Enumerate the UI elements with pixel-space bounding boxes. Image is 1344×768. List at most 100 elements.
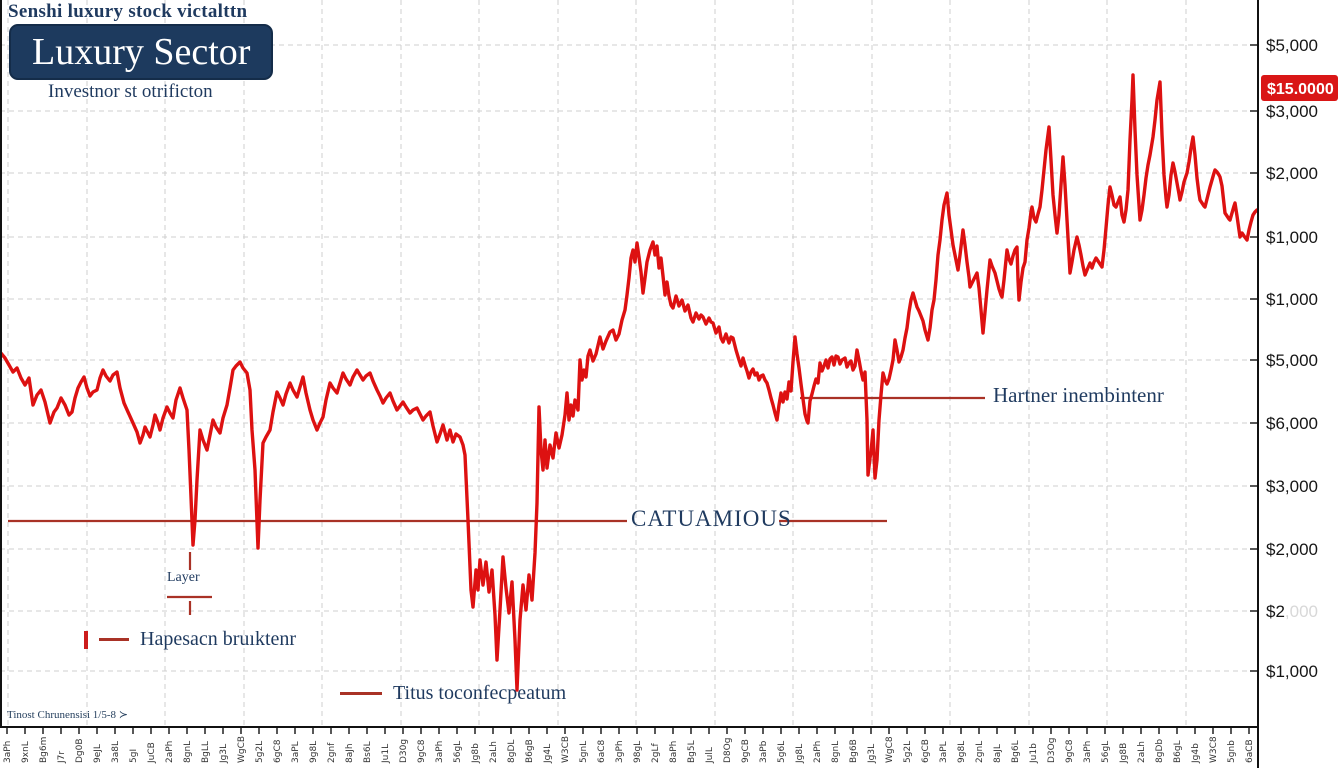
x-axis-label: 9gCB bbox=[741, 739, 751, 763]
legend-label: Hapesacn bruıktenr bbox=[140, 628, 297, 650]
x-axis-label: Jg8L bbox=[795, 744, 805, 764]
x-axis-label: 6gC8 bbox=[273, 739, 283, 763]
x-axis-label: Jg3L bbox=[867, 744, 877, 764]
legend-dash-marker-icon bbox=[99, 638, 129, 641]
legend-item-titus[interactable]: Titus toconfecpeatum bbox=[340, 682, 566, 705]
x-axis-label: 8aJL bbox=[993, 744, 1003, 763]
x-axis-label: Jg4L bbox=[543, 744, 553, 764]
x-axis-label: D8Og bbox=[723, 738, 733, 763]
y-axis-label: $1,000 bbox=[1266, 290, 1318, 309]
y-axis-label: $1,000 bbox=[1266, 228, 1318, 247]
annotation-hartner-label: Hartner inembintenr bbox=[993, 383, 1164, 407]
x-axis-label: 3aPb bbox=[759, 740, 769, 763]
x-axis-label: JuCB bbox=[147, 742, 157, 764]
x-axis-label: Jg3L bbox=[219, 744, 229, 764]
x-axis-label: B6gL bbox=[1173, 740, 1183, 763]
page-title: Senshi luxury stock victalttn bbox=[8, 1, 248, 22]
x-axis-label: D3Og bbox=[1047, 738, 1057, 763]
x-axis-label: 56gL bbox=[1101, 741, 1111, 763]
x-axis-label: 3a8L bbox=[111, 741, 121, 763]
x-axis-label: 2aLh bbox=[489, 741, 499, 763]
price-badge-label: $15.0000 bbox=[1267, 81, 1334, 98]
legend-item-hapesacn[interactable]: Hapesacn bruıktenr bbox=[84, 628, 296, 651]
x-axis-label: 5gI bbox=[129, 749, 139, 763]
x-axis-label: 3aPh bbox=[1083, 741, 1093, 763]
y-axis-label: $6,000 bbox=[1266, 414, 1318, 433]
x-axis-label: 2gLf bbox=[651, 743, 661, 763]
x-axis-label: Ju1b bbox=[1029, 743, 1039, 764]
y-axis-label: $3,000 bbox=[1266, 477, 1318, 496]
x-axis-label: 56gL bbox=[453, 741, 463, 763]
x-axis-label: WgC8 bbox=[885, 736, 895, 763]
x-axis-label: BgLL bbox=[201, 741, 211, 763]
x-axis-label: 8gDb bbox=[1155, 739, 1165, 763]
x-axis-label: 8aPh bbox=[669, 741, 679, 763]
x-axis-label: Bg6L bbox=[1011, 740, 1021, 763]
x-axis-label: J7r bbox=[57, 751, 67, 764]
y-axis-label: $5,000 bbox=[1266, 351, 1318, 370]
y-axis-label: $3,000 bbox=[1266, 102, 1318, 121]
x-axis-label: 9xnL bbox=[21, 741, 31, 763]
x-axis-label: W3CB bbox=[561, 736, 571, 763]
x-axis-label: Bg5L bbox=[687, 740, 697, 763]
x-axis-label: Bg6B bbox=[849, 739, 859, 763]
x-axis-label: JulL bbox=[705, 747, 715, 764]
x-axis-label: 5gnL bbox=[579, 741, 589, 763]
x-axis-label: D30g bbox=[399, 739, 409, 763]
legend-bar-marker-icon bbox=[84, 630, 88, 649]
x-axis-label: 5gnb bbox=[1227, 740, 1237, 763]
chart-footnote: Tinost Chrunensisi 1/5-8 ≻ bbox=[7, 709, 128, 721]
price-badge bbox=[1261, 75, 1338, 101]
x-axis-label: 6gCB bbox=[921, 739, 931, 763]
annotation-layer-label: Layer bbox=[167, 570, 200, 585]
x-axis-label: 98gL bbox=[633, 741, 643, 763]
x-axis-label: B6gB bbox=[525, 739, 535, 763]
y-axis-label: $2,000 bbox=[1266, 540, 1318, 559]
legend-label: Titus toconfecpeatum bbox=[393, 682, 567, 704]
x-axis-label: 8aJh bbox=[345, 743, 355, 763]
page-subtitle: Investnor st otrificton bbox=[48, 81, 213, 102]
x-axis-label: 9g8L bbox=[309, 741, 319, 763]
x-axis-label: 6aCB bbox=[1245, 739, 1255, 763]
x-axis-label: Ju1L bbox=[381, 744, 391, 764]
annotation-catuamious-label: CATUAMIOUS bbox=[631, 506, 792, 531]
price-series-line bbox=[0, 73, 1259, 692]
x-axis-label: 9g8L bbox=[957, 741, 967, 763]
x-axis-label: WgCB bbox=[237, 736, 247, 763]
x-axis-label: 2aLh bbox=[1137, 741, 1147, 763]
x-axis-label: 2aPh bbox=[165, 741, 175, 763]
x-axis-label: 3aPh bbox=[435, 741, 445, 763]
x-axis-label: 9gC8 bbox=[417, 739, 427, 763]
x-axis-label: 6aC8 bbox=[597, 739, 607, 763]
x-axis-label: 3aPL bbox=[291, 741, 301, 763]
legend-dash-marker-icon bbox=[340, 692, 382, 695]
y-axis-label: $2,000 bbox=[1266, 164, 1318, 183]
y-axis-label: $5,000 bbox=[1266, 36, 1318, 55]
x-axis-label: Jg8b bbox=[471, 743, 481, 764]
x-axis-label: 3gPh bbox=[615, 740, 625, 763]
x-axis-label: 3aPh bbox=[3, 741, 13, 763]
x-axis-label: 9eJL bbox=[93, 744, 103, 763]
x-axis-label: 3aPL bbox=[939, 741, 949, 763]
y-axis-label: $1,000 bbox=[1266, 662, 1318, 681]
x-axis-label: 2gnf bbox=[327, 742, 337, 763]
x-axis-label: 8gnL bbox=[183, 741, 193, 763]
x-axis-label: 8gnL bbox=[831, 741, 841, 763]
x-axis-label: 5g6L bbox=[777, 741, 787, 763]
y-axis-label: $2,000 bbox=[1266, 602, 1318, 621]
sector-title-box: Luxury Sector bbox=[9, 24, 274, 80]
x-axis-label: 5g2L bbox=[255, 741, 265, 763]
x-axis-label: 2aPh bbox=[813, 741, 823, 763]
x-axis-label: 8gDL bbox=[507, 740, 517, 763]
x-axis-label: 5g2L bbox=[903, 741, 913, 763]
x-axis-label: Bg6m bbox=[39, 737, 49, 763]
x-axis-label: 2gnL bbox=[975, 741, 985, 763]
x-axis-label: Jg4b bbox=[1191, 743, 1201, 764]
x-axis-label: 9gC8 bbox=[1065, 739, 1075, 763]
x-axis-label: Dg0B bbox=[75, 738, 85, 763]
x-axis-label: W3C8 bbox=[1209, 736, 1219, 763]
x-axis-label: Bs6L bbox=[363, 741, 373, 763]
x-axis-label: Jg8B bbox=[1119, 743, 1129, 764]
